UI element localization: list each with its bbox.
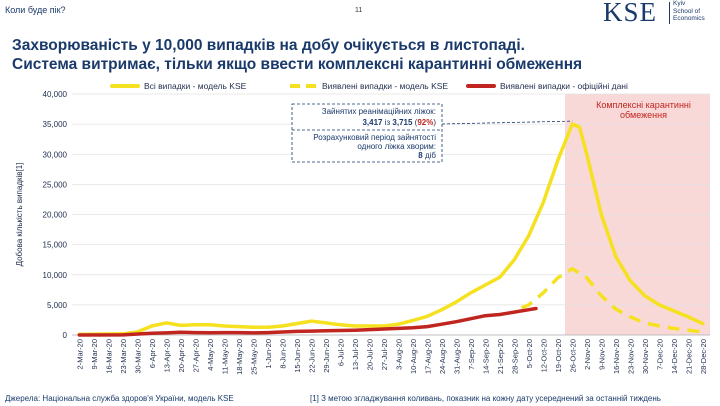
annotation-text: одного ліжка хворим: [357,142,436,151]
x-tick-label: 20-Jul-20 [365,339,374,370]
y-tick-label: 40,000 [43,90,68,99]
x-tick-label: 24-Aug-20 [438,339,447,374]
x-tick-label: 14-Sep-20 [481,339,490,374]
x-tick-label: 16-Nov-20 [612,339,621,374]
x-tick-label: 14-Dec-20 [670,339,679,374]
x-tick-label: 2-Mar-20 [75,339,84,369]
x-tick-label: 20-Apr-20 [177,339,186,372]
quarantine-label: Комплексні карантинні [596,100,691,110]
x-tick-label: 8-Jun-20 [278,339,287,369]
x-tick-label: 25-May-20 [249,339,258,375]
x-tick-label: 28-Dec-20 [699,339,708,374]
x-tick-label: 9-Mar-20 [90,339,99,369]
quarantine-label: обмеження [620,110,667,120]
annotation-text: Зайнятих реанімаційних ліжок: [322,107,436,116]
series-line [77,306,538,337]
slide-title: Захворюваність у 10,000 випадків на добу… [12,36,712,74]
section-title: Коли буде пік? [5,5,66,15]
x-tick-label: 6-Apr-20 [148,339,157,368]
x-tick-label: 23-Nov-20 [626,339,635,374]
logo-mark: KSE [603,0,658,27]
x-tick-label: 6-Jul-20 [336,339,345,366]
y-gridlines [72,93,710,336]
x-tick-label: 11-May-20 [220,339,229,374]
source-note: Джерела: Національна служба здоров'я Укр… [5,394,234,403]
x-tick-label: 29-Jun-20 [322,339,331,373]
x-tick-label: 3-Aug-20 [394,339,403,370]
annotation-text: Розрахунковий період зайнятості [313,133,436,142]
icu-annotation: Зайнятих реанімаційних ліжок: 3,417 із 3… [291,103,573,163]
x-tick-label: 21-Dec-20 [684,339,693,374]
x-tick-label: 12-Oct-20 [539,339,548,372]
y-tick-label: 10,000 [43,271,68,280]
title-line: Система витримає, тільки якщо ввести ком… [12,56,583,73]
y-tick-label: 20,000 [43,211,68,220]
x-tick-label: 13-Jul-20 [351,339,360,370]
x-tick-label: 10-Aug-20 [409,339,418,374]
y-tick-label: 25,000 [43,180,68,189]
x-tick-label: 23-Mar-20 [119,339,128,374]
logo-caption: Kyiv School of Economics [673,0,705,23]
legend-label: Виявлені випадки - модель KSE [322,81,448,91]
annotation-pointer [441,120,573,125]
y-axis-label: Добова кількість випадків[1] [15,163,24,267]
page-number: 11 [355,7,363,14]
x-tick-label: 18-May-20 [235,339,244,375]
x-tick-label: 13-Apr-20 [162,339,171,372]
annotation-value: 8 діб [418,151,436,160]
x-tick-label: 9-Nov-20 [597,339,606,370]
x-tick-label: 5-Oct-20 [525,339,534,368]
y-tick-label: 5,000 [47,301,68,310]
x-tick-label: 1-Jun-20 [264,339,273,369]
legend: Всі випадки - модель KSE Виявлені випадк… [110,81,628,91]
x-tick-label: 17-Aug-20 [423,339,432,374]
y-tick-label: 35,000 [43,120,68,129]
x-tick-label: 26-Oct-20 [568,339,577,372]
logo-line: Economics [673,15,705,22]
x-tick-label: 7-Dec-20 [655,339,664,370]
x-tick-label: 27-Apr-20 [191,339,200,372]
annotation-value: 3,417 із 3,715 (92%) [362,118,436,127]
x-tick-label: 30-Nov-20 [641,339,650,374]
series-layer [77,122,705,337]
x-tick-label: 27-Jul-20 [380,339,389,370]
annotation-box [291,103,443,163]
series-line [77,122,705,337]
x-tick-label: 16-Mar-20 [104,339,113,374]
legend-label: Виявлені випадки - офіційні дані [500,81,628,91]
x-tick-label: 30-Mar-20 [133,339,142,374]
x-tick-label: 7-Sep-20 [467,339,476,370]
x-tick-label: 2-Nov-20 [583,339,592,370]
x-tick-label: 15-Jun-20 [293,339,302,373]
cases-chart: Комплексні карантинні обмеження 0 5,000 10… [15,81,710,375]
x-tick-label: 28-Sep-20 [510,339,519,374]
x-tick-label: 31-Aug-20 [452,339,461,374]
title-line: Захворюваність у 10,000 випадків на добу… [12,37,525,54]
y-tick-label: 30,000 [43,150,68,159]
y-tick-labels: 0 5,000 10,000 15,000 20,000 25,000 30,000 35,0… [43,90,68,340]
legend-label: Всі випадки - модель KSE [144,81,247,91]
x-tick-labels: 2-Mar-20 9-Mar-20 16-Mar-20 23-Mar-20 30-Mar… [75,339,708,375]
x-tick-label: 19-Oct-20 [554,339,563,372]
x-tick-label: 22-Jun-20 [307,339,316,373]
kse-logo: KSE Kyiv School of Economics [603,0,715,27]
series-line [520,266,704,334]
x-tick-label: 4-May-20 [206,339,215,371]
y-tick-label: 15,000 [43,241,68,250]
logo-line: School of [673,7,701,15]
footnote: [1] З метою згладжування коливань, показ… [310,394,661,403]
y-tick-label: 0 [63,331,68,340]
x-tick-label: 21-Sep-20 [496,339,505,374]
logo-line: Kyiv [673,0,686,7]
logo-divider [669,2,670,24]
